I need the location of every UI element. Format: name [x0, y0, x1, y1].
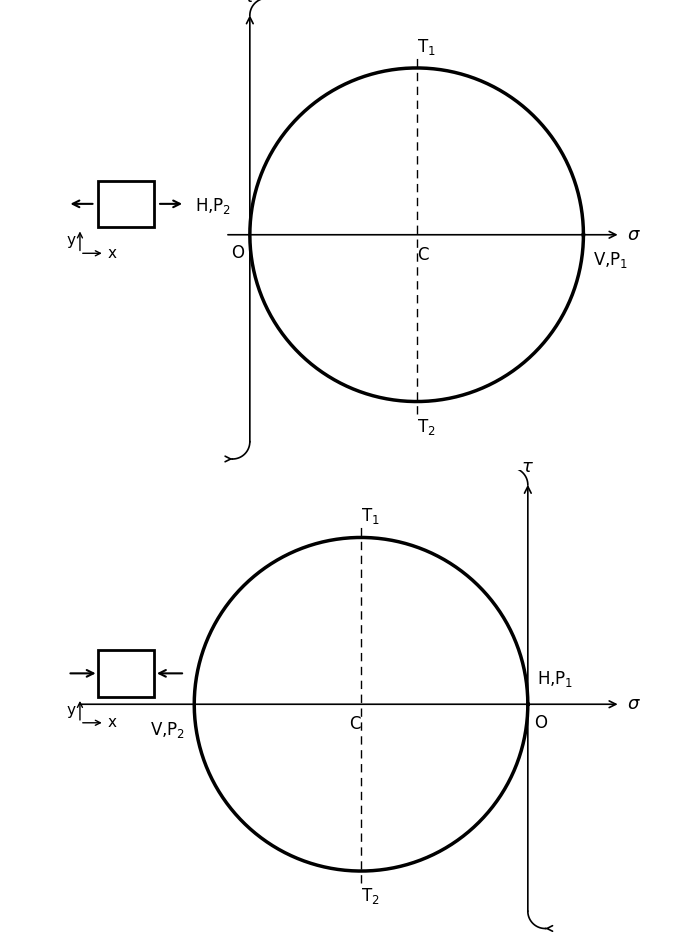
Text: H,P$_2$: H,P$_2$: [195, 196, 232, 216]
Text: V,P$_2$: V,P$_2$: [150, 719, 185, 740]
Polygon shape: [99, 650, 154, 697]
Text: V,P$_1$: V,P$_1$: [593, 250, 628, 270]
Text: y: y: [66, 234, 75, 249]
Text: T$_2$: T$_2$: [416, 417, 435, 437]
Text: $\sigma$: $\sigma$: [627, 225, 640, 244]
Text: O: O: [231, 244, 244, 262]
Text: $\sigma$: $\sigma$: [627, 695, 640, 714]
Text: C: C: [417, 246, 429, 264]
Text: x: x: [108, 716, 116, 731]
Text: C: C: [349, 716, 360, 733]
Polygon shape: [99, 180, 154, 227]
Text: $\tau$: $\tau$: [521, 457, 534, 476]
Text: y: y: [66, 703, 75, 718]
Text: T$_1$: T$_1$: [416, 37, 435, 57]
Text: O: O: [534, 714, 547, 731]
Text: $\tau$: $\tau$: [243, 0, 256, 7]
Text: T$_1$: T$_1$: [361, 506, 379, 527]
Text: H,P$_1$: H,P$_1$: [537, 669, 573, 689]
Text: x: x: [108, 246, 116, 261]
Text: T$_2$: T$_2$: [361, 886, 379, 906]
